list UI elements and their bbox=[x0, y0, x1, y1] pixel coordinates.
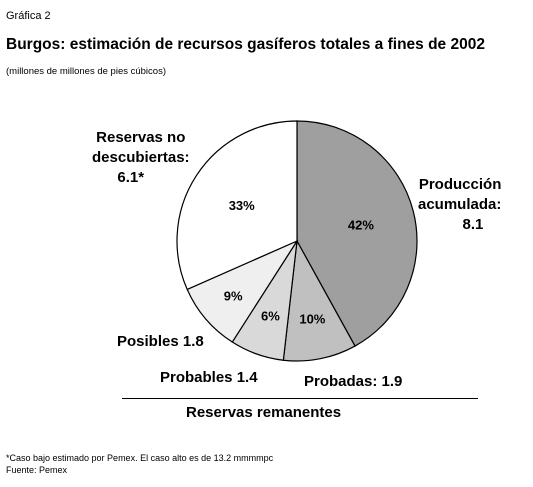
reservas-remanentes-bracket-line bbox=[122, 398, 478, 399]
label-posibles: Posibles 1.8 bbox=[117, 333, 204, 350]
chart-title: Burgos: estimación de recursos gasíferos… bbox=[6, 36, 485, 53]
pie-slice-producción-acumulada bbox=[296, 120, 418, 347]
label-reservas-no-descubiertas: Reservas no descubiertas: 6.1* bbox=[92, 129, 190, 186]
figure-number: Gráfica 2 bbox=[6, 10, 51, 22]
pie-percent-label: 9% bbox=[224, 289, 243, 304]
chart-subtitle: (millones de millones de pies cúbicos) bbox=[6, 66, 166, 77]
pie-slice-reservas-no-descubiertas bbox=[176, 120, 298, 291]
pie-percent-label: 33% bbox=[229, 198, 255, 213]
pie-percent-label: 42% bbox=[348, 218, 374, 233]
pie-percent-label: 10% bbox=[299, 312, 325, 327]
pie-slice-probadas bbox=[282, 239, 356, 362]
footnote: *Caso bajo estimado por Pemex. El caso a… bbox=[6, 453, 274, 463]
reservas-remanentes-label: Reservas remanentes bbox=[186, 404, 342, 421]
label-probables: Probables 1.4 bbox=[160, 369, 258, 386]
label-probadas: Probadas: 1.9 bbox=[304, 373, 403, 390]
source: Fuente: Pemex bbox=[6, 465, 68, 475]
pie-percent-label: 6% bbox=[261, 309, 280, 324]
label-produccion-acumulada: Producción acumulada: 8.1 bbox=[418, 176, 502, 233]
